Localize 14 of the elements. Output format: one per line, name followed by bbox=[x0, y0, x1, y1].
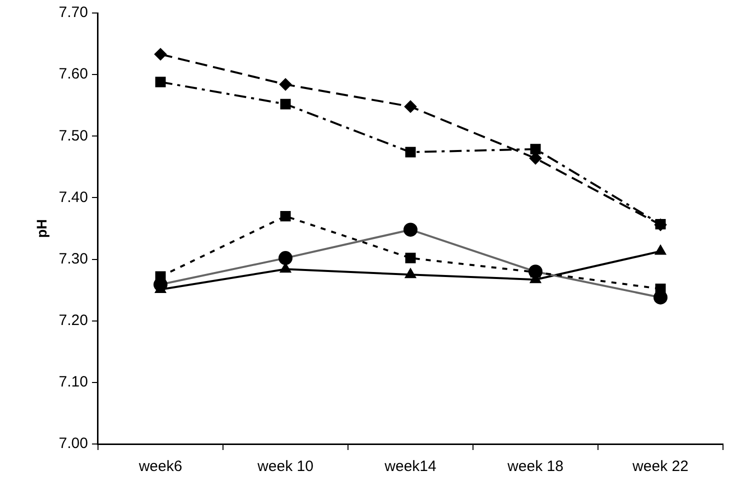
y-tick-label: 7.40 bbox=[58, 188, 88, 206]
y-tick-label: 7.00 bbox=[58, 435, 88, 452]
x-tick-label: week14 bbox=[384, 458, 436, 476]
y-axis-title: pH bbox=[33, 219, 50, 238]
y-tick-label: 7.50 bbox=[58, 127, 88, 144]
y-tick-label: 7.30 bbox=[58, 250, 88, 268]
y-tick-label: 7.60 bbox=[58, 66, 88, 83]
x-tick-label: week 10 bbox=[256, 458, 314, 476]
y-tick-label: 7.70 bbox=[58, 4, 88, 22]
x-tick-label: week 22 bbox=[632, 458, 688, 476]
x-tick-label: week 18 bbox=[506, 458, 564, 476]
y-tick-label: 7.20 bbox=[58, 312, 88, 329]
y-tick-label: 7.10 bbox=[58, 374, 88, 391]
x-tick-label: week6 bbox=[138, 458, 182, 476]
